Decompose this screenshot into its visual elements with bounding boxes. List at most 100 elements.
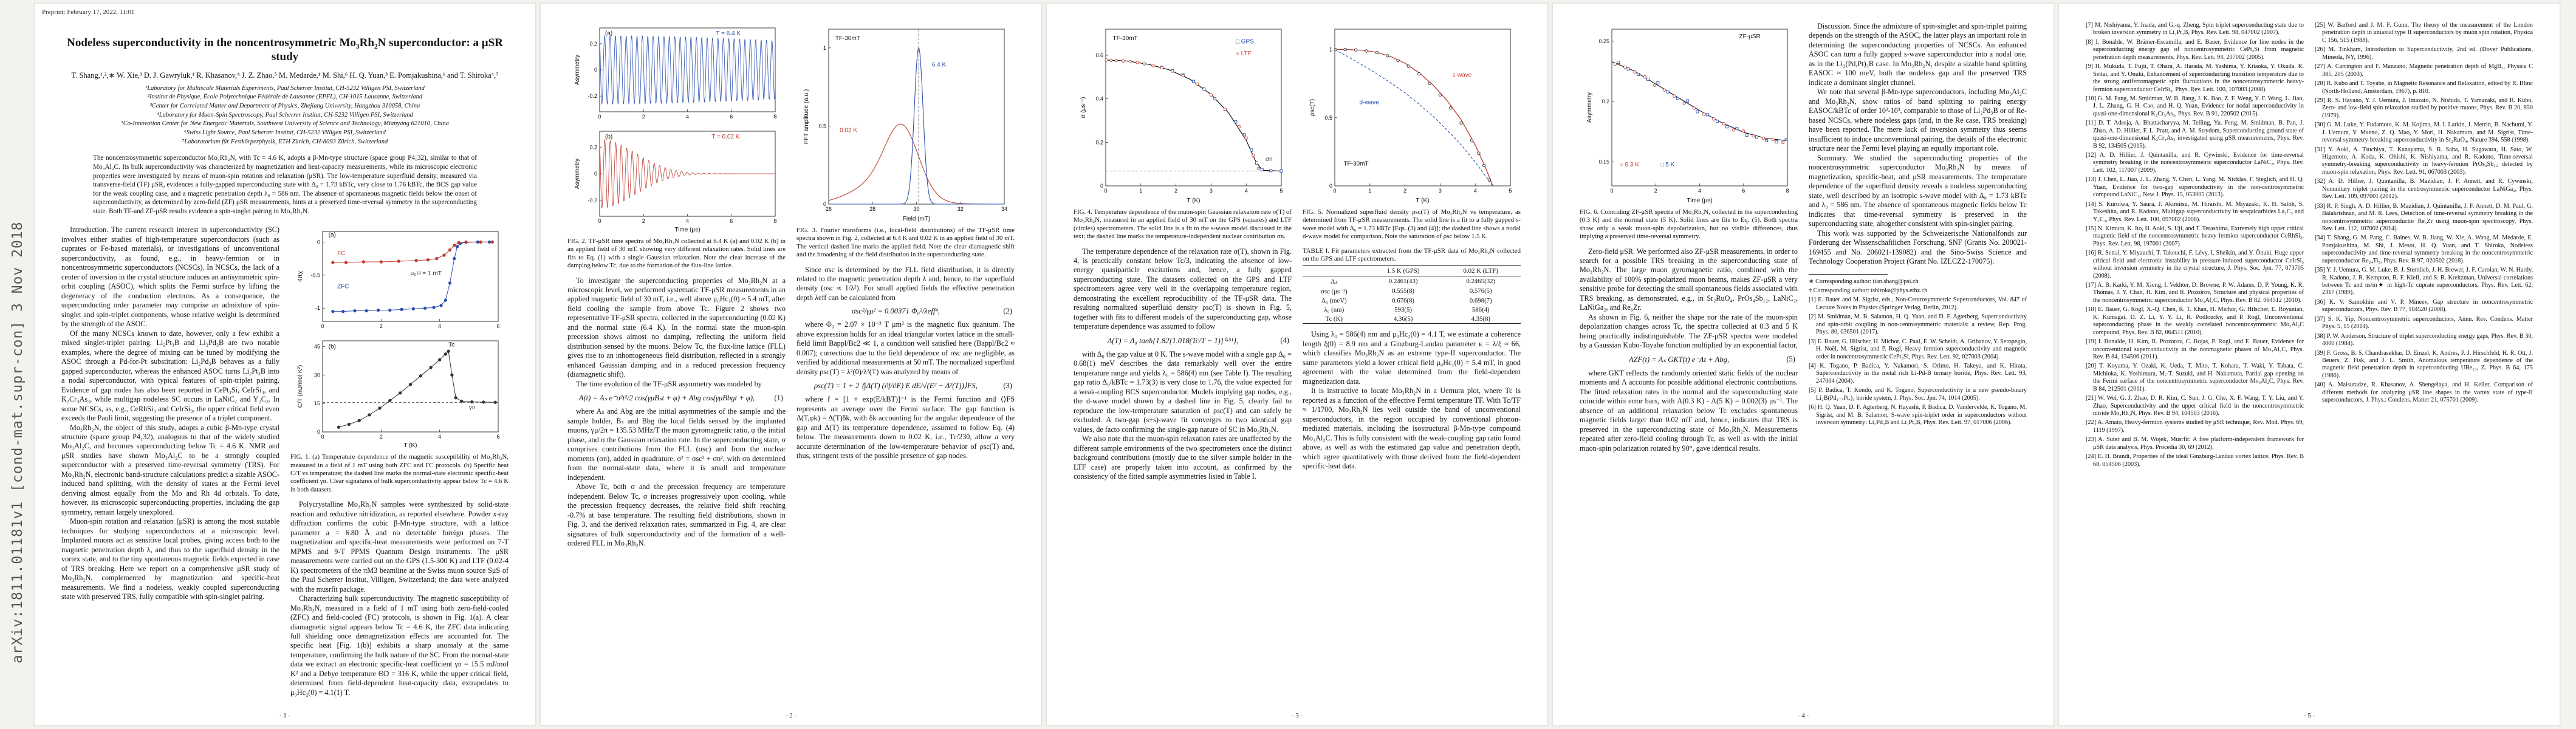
svg-text:○ LTF: ○ LTF (1236, 50, 1252, 57)
paragraph: We note that several β-Mn-type supercond… (1809, 87, 2027, 153)
paragraph: where f = [1 + exp(E/kBT)]⁻¹ is the Ferm… (796, 395, 1015, 460)
svg-text:0: 0 (1333, 188, 1336, 194)
footnote-rule (1809, 273, 1888, 275)
reference-item: [33] R. P. Singh, A. D. Hillier, B. Mazi… (2315, 202, 2533, 232)
equation-2: σsc²/γμ² = 0.00371 Φ₀²/λeff⁴, (2) (799, 307, 1012, 316)
svg-text:0.5: 0.5 (818, 123, 826, 129)
svg-text:○ 0.3 K: ○ 0.3 K (1620, 162, 1639, 168)
reference-item: [29] R. S. Hayano, Y. J. Uemura, J. Imaz… (2315, 97, 2533, 119)
svg-text:T = 6.4 K: T = 6.4 K (716, 30, 741, 37)
figure-1: 0 2 4 6 -1 -0.5 0 4πχ (a) ZFC FC μ₀H = 1 mT 0 2 4 6 0 15… (290, 227, 509, 494)
paragraph: The time evolution of the TF-μSR asymmet… (576, 379, 762, 388)
svg-text:4: 4 (1698, 188, 1701, 194)
table-cell: 0.576(5) (1469, 287, 1492, 295)
reference-item: [7] M. Nishiyama, Y. Inada, and G.-q. Zh… (2086, 22, 2304, 36)
svg-text:γn: γn (469, 405, 476, 411)
svg-text:6: 6 (1742, 188, 1745, 194)
table-cell: Tc (K) (1325, 315, 1343, 323)
page-number-5: - 5 - (2303, 712, 2315, 719)
equation-1-body: A(t) = Aₛ e⁻σ²t²/2 cos(γμBₛt + φ) + Abg … (578, 394, 755, 403)
page1-col2: 0 2 4 6 -1 -0.5 0 4πχ (a) ZFC FC μ₀H = 1 mT 0 2 4 6 0 15… (290, 225, 509, 697)
svg-text:0.02 K: 0.02 K (840, 128, 857, 134)
reference-item: [40] A. Maisuradze, R. Khasanov, A. Shen… (2315, 382, 2533, 404)
reference-item: [18] E. Bauer, G. Rogl, X.-Q. Chen, R. T… (2086, 306, 2304, 336)
paragraph: Summary. We studied the superconducting … (1809, 153, 2027, 228)
svg-text:45: 45 (314, 344, 320, 350)
svg-text:0.25: 0.25 (1598, 38, 1609, 44)
page-1: Preprint: February 17, 2022, 11:01 Nodel… (34, 3, 536, 726)
reference-item: [31] Y. Aoki, A. Tsuchiya, T. Kanayama, … (2315, 146, 2533, 176)
svg-text:TF-30mT: TF-30mT (1343, 160, 1368, 167)
svg-text:6: 6 (496, 323, 499, 329)
svg-text:s-wave: s-wave (1453, 72, 1472, 79)
page-4: 0 2 4 6 8 0.15 0.2 0.25 Time (μs) Asymmetry ZF-μSR… (1552, 3, 2054, 726)
paragraph: Introduction. The current research inter… (61, 225, 279, 329)
page-5: [7] M. Nishiyama, Y. Inada, and G.-q. Zh… (2058, 3, 2560, 726)
arxiv-stamp: arXiv:1811.01181v1 [cond-mat.supr-con] 3… (10, 221, 26, 663)
paragraph: Above Tc, both σ and the precession freq… (567, 482, 786, 548)
svg-text:μ₀H = 1 mT: μ₀H = 1 mT (411, 270, 442, 277)
svg-text:30: 30 (314, 372, 320, 378)
svg-text:0.2: 0.2 (589, 41, 597, 47)
reference-item: [30] G. M. Luke, Y. Fudamoto, K. M. Koji… (2315, 122, 2533, 144)
paragraph: Characterizing bulk superconductivity. T… (290, 594, 509, 697)
paragraph: Of the many NCSCs known to date, however… (61, 329, 279, 423)
equation-1-number: (1) (774, 393, 783, 402)
svg-text:□ 5 K: □ 5 K (1660, 162, 1674, 168)
affiliations: ¹Laboratory for Multiscale Materials Exp… (61, 84, 509, 147)
table-cell: λ₀ (nm) (1324, 306, 1345, 313)
table-cell: 586(4) (1471, 306, 1490, 313)
paragraph: Discussion. Since the admixture of spin-… (1809, 22, 2027, 87)
page5-col2: [25] W. Barford and J. M. F. Gunn, The t… (2315, 22, 2533, 470)
page2-col1: 0 2 4 6 8 -0.2 0 0.2 Asymmetry (a) T = 6.4 K 0 2 4 6 8… (567, 22, 786, 549)
svg-text:5: 5 (1279, 188, 1283, 194)
table-header-cell: 1.5 K (GPS) (1365, 265, 1441, 277)
svg-text:ρsc(T): ρsc(T) (1309, 99, 1316, 116)
paragraph: This work was supported by the Schweizer… (1809, 228, 2027, 266)
figure-6-chart: 0 2 4 6 8 0.15 0.2 0.25 Time (μs) Asymmetry ZF-μSR… (1586, 29, 1789, 204)
abstract: The noncentrosymmetric superconductor Mo… (93, 154, 477, 215)
svg-text:0.5: 0.5 (1324, 115, 1332, 121)
reference-item: [15] N. Kimura, K. Ito, H. Aoki, S. Uji,… (2086, 225, 2304, 247)
svg-text:30: 30 (913, 206, 919, 212)
svg-text:0: 0 (594, 171, 597, 177)
svg-text:5: 5 (1509, 188, 1512, 194)
svg-text:6: 6 (730, 114, 733, 120)
reference-item: [6] H. Q. Yuan, D. F. Agterberg, N. Haya… (1809, 404, 2027, 426)
svg-text:FFT amplitude (a.u.): FFT amplitude (a.u.) (803, 89, 810, 144)
reference-item: [39] F. Gross, B. S. Chandrasekhar, D. E… (2315, 349, 2533, 379)
page1-columns: Introduction. The current research inter… (61, 225, 509, 697)
paragraph: Since σsc is determined by the FLL field… (796, 265, 1015, 302)
reference-item: [24] E. H. Brandt, Properties of the ide… (2086, 453, 2304, 468)
svg-text:0: 0 (1104, 188, 1107, 194)
svg-text:Time (μs): Time (μs) (1687, 197, 1712, 204)
svg-text:-0.2: -0.2 (587, 197, 597, 204)
svg-text:0: 0 (317, 429, 320, 435)
paragraph: where GKT reflects the randomly oriented… (1580, 368, 1798, 453)
table-cell: 593(5) (1394, 306, 1412, 313)
table-1-label: TABLE I. Fit parameters extracted from t… (1303, 247, 1521, 262)
svg-text:TF-30mT: TF-30mT (835, 35, 860, 42)
paragraph: As shown in Fig. 6, neither the shape no… (1580, 312, 1798, 350)
figure-3: 26 28 30 32 34 0 0.5 1 Field (mT) FFT amplitude (… (796, 23, 1015, 259)
svg-text:ZF-μSR: ZF-μSR (1739, 33, 1761, 40)
svg-text:Asymmetry: Asymmetry (1586, 92, 1593, 123)
reference-item: [11] D. T. Adroja, A. Bhattacharyya, M. … (2086, 120, 2304, 149)
reference-item: [13] J. Chen, L. Jiao, J. L. Zhang, Y. C… (2086, 176, 2304, 199)
paragraph: where Φ₀ = 2.07 × 10⁻³ T μm² is the magn… (796, 320, 1015, 376)
svg-text:8: 8 (1786, 188, 1789, 194)
reference-item: [16] R. Settai, Y. Miyauchi, T. Takeuchi… (2086, 250, 2304, 279)
svg-text:3: 3 (1439, 188, 1442, 194)
reference-item: [12] A. D. Hillier, J. Quintanilla, and … (2086, 152, 2304, 174)
figure-1b-chart: 0 2 4 6 0 15 30 45 T (K) C/T (mJ/mol K²) (b) Tc γn (297, 340, 500, 449)
svg-text:T (K): T (K) (1187, 197, 1200, 204)
page2-col2-text-b: where Φ₀ = 2.07 × 10⁻³ T μm² is the magn… (796, 320, 1015, 377)
reference-item: [10] G. M. Pang, M. Smidman, W. B. Jiang… (2086, 95, 2304, 117)
equation-3-number: (3) (1003, 381, 1012, 390)
table-cell: Aₛ (1330, 278, 1338, 286)
svg-text:8: 8 (773, 218, 776, 224)
page3-col1: 0 1 2 3 4 5 0 0.2 0.4 0.6 T (K) σ (μs⁻¹) TF-30mT □ GP… (1074, 22, 1292, 482)
svg-text:4: 4 (438, 434, 441, 440)
reference-item: [38] P. W. Anderson, Structure of triple… (2315, 332, 2533, 347)
page2-col2-text-c: where f = [1 + exp(E/kBT)]⁻¹ is the Ferm… (796, 395, 1015, 460)
